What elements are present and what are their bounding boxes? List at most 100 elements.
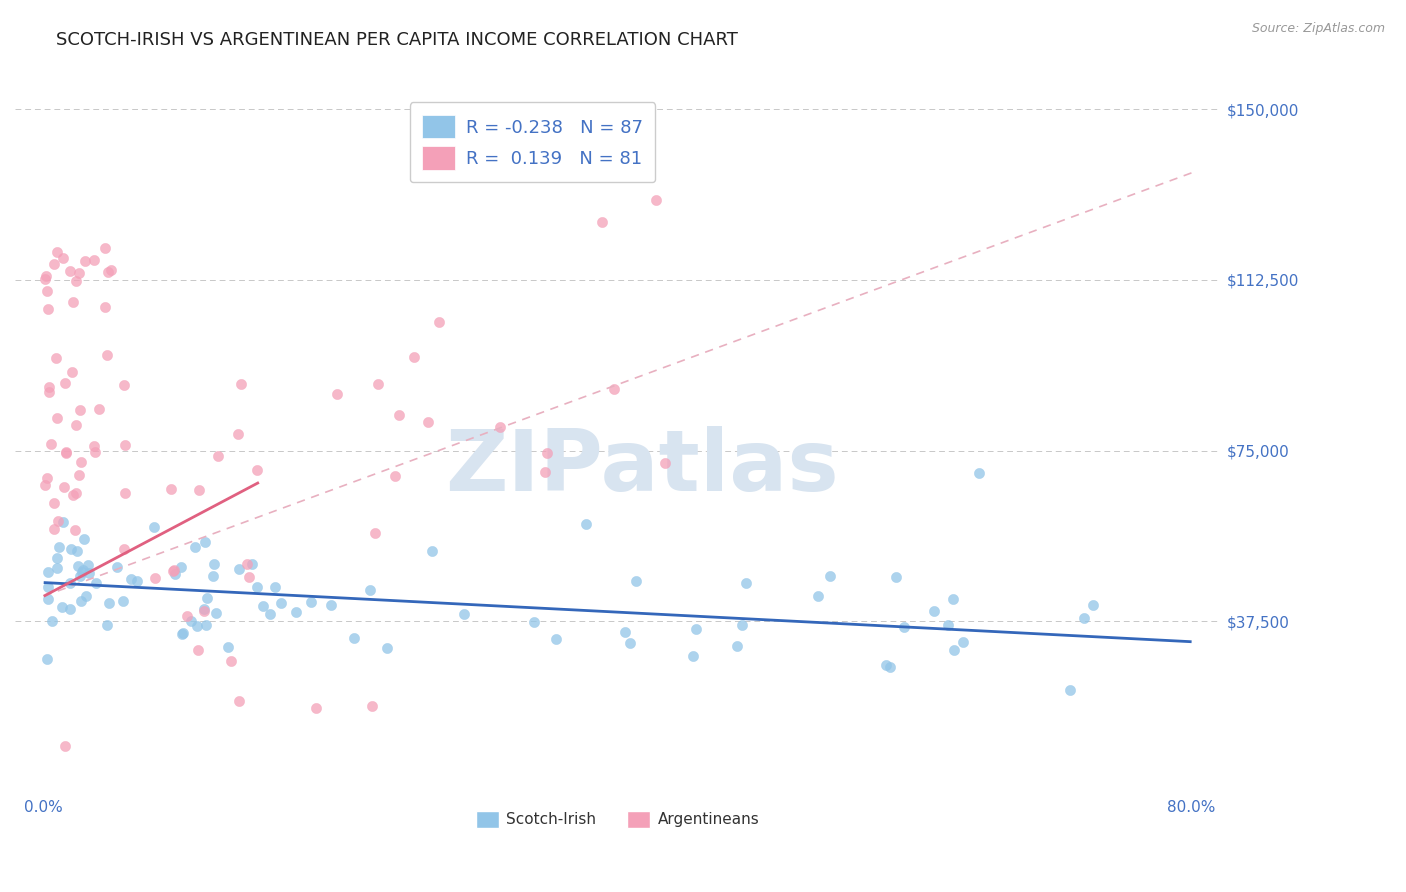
Point: [235, 557, 257, 571]
Point: [55, 445, 77, 459]
Point: [375, 641, 398, 656]
Point: [67, 266, 90, 280]
Point: [35, 268, 58, 283]
Point: [735, 575, 758, 590]
Point: [42, 522, 65, 536]
Point: [35, 652, 58, 666]
Point: [52, 251, 75, 265]
Point: [229, 377, 252, 392]
Point: [416, 415, 439, 429]
Point: [67, 559, 90, 574]
Point: [1073, 611, 1095, 625]
Point: [180, 615, 202, 629]
Point: [252, 599, 274, 613]
Point: [93, 241, 115, 255]
Point: [727, 639, 749, 653]
Point: [114, 438, 136, 452]
Point: [46, 550, 69, 565]
Point: [270, 596, 292, 610]
Point: [72, 563, 94, 577]
Point: [1059, 683, 1081, 698]
Point: [685, 622, 707, 636]
Point: [367, 377, 389, 392]
Point: [84, 445, 107, 459]
Point: [534, 465, 557, 479]
Point: [942, 592, 965, 607]
Point: [34, 478, 56, 492]
Point: [879, 660, 901, 674]
Text: ZIPatlas: ZIPatlas: [444, 425, 838, 508]
Point: [202, 557, 225, 571]
Point: [46, 514, 69, 528]
Point: [884, 570, 907, 584]
Point: [259, 607, 281, 621]
Point: [404, 350, 426, 364]
Point: [112, 541, 135, 556]
Point: [246, 463, 269, 477]
Point: [186, 642, 208, 657]
Point: [184, 540, 207, 554]
Point: [163, 563, 186, 577]
Point: [69, 568, 91, 582]
Point: [1081, 599, 1104, 613]
Point: [65, 486, 87, 500]
Point: [96, 348, 118, 362]
Point: [170, 627, 193, 641]
Point: [217, 640, 239, 654]
Point: [55, 446, 77, 460]
Point: [384, 468, 406, 483]
Point: [48, 540, 70, 554]
Point: [97, 596, 120, 610]
Point: [34, 272, 56, 286]
Point: [45, 561, 67, 575]
Point: [77, 558, 100, 572]
Point: [79, 566, 101, 580]
Point: [65, 274, 87, 288]
Point: [45, 351, 67, 366]
Point: [186, 619, 208, 633]
Point: [120, 572, 142, 586]
Point: [575, 516, 598, 531]
Point: [427, 315, 450, 329]
Point: [264, 580, 287, 594]
Point: [731, 618, 754, 632]
Point: [51, 599, 73, 614]
Point: [127, 574, 149, 588]
Text: Source: ZipAtlas.com: Source: ZipAtlas.com: [1251, 22, 1385, 36]
Point: [58, 264, 80, 278]
Point: [388, 408, 411, 422]
Point: [238, 570, 260, 584]
Point: [112, 594, 135, 608]
Point: [67, 467, 90, 482]
Point: [193, 602, 215, 616]
Point: [195, 617, 218, 632]
Point: [45, 244, 67, 259]
Point: [228, 561, 250, 575]
Point: [284, 606, 307, 620]
Point: [228, 426, 250, 441]
Point: [112, 377, 135, 392]
Point: [107, 560, 129, 574]
Point: [172, 626, 194, 640]
Point: [420, 543, 443, 558]
Point: [321, 598, 343, 612]
Text: SCOTCH-IRISH VS ARGENTINEAN PER CAPITA INCOME CORRELATION CHART: SCOTCH-IRISH VS ARGENTINEAN PER CAPITA I…: [56, 31, 738, 49]
Point: [60, 541, 83, 556]
Point: [70, 455, 93, 469]
Point: [645, 193, 668, 207]
Point: [240, 557, 263, 571]
Point: [41, 614, 63, 628]
Point: [37, 591, 59, 606]
Point: [207, 449, 229, 463]
Point: [96, 617, 118, 632]
Point: [619, 636, 641, 650]
Point: [38, 379, 60, 393]
Point: [162, 564, 184, 578]
Point: [62, 488, 84, 502]
Point: [39, 437, 62, 451]
Point: [44, 257, 66, 271]
Point: [72, 566, 94, 580]
Point: [176, 609, 198, 624]
Point: [193, 604, 215, 618]
Point: [523, 615, 546, 629]
